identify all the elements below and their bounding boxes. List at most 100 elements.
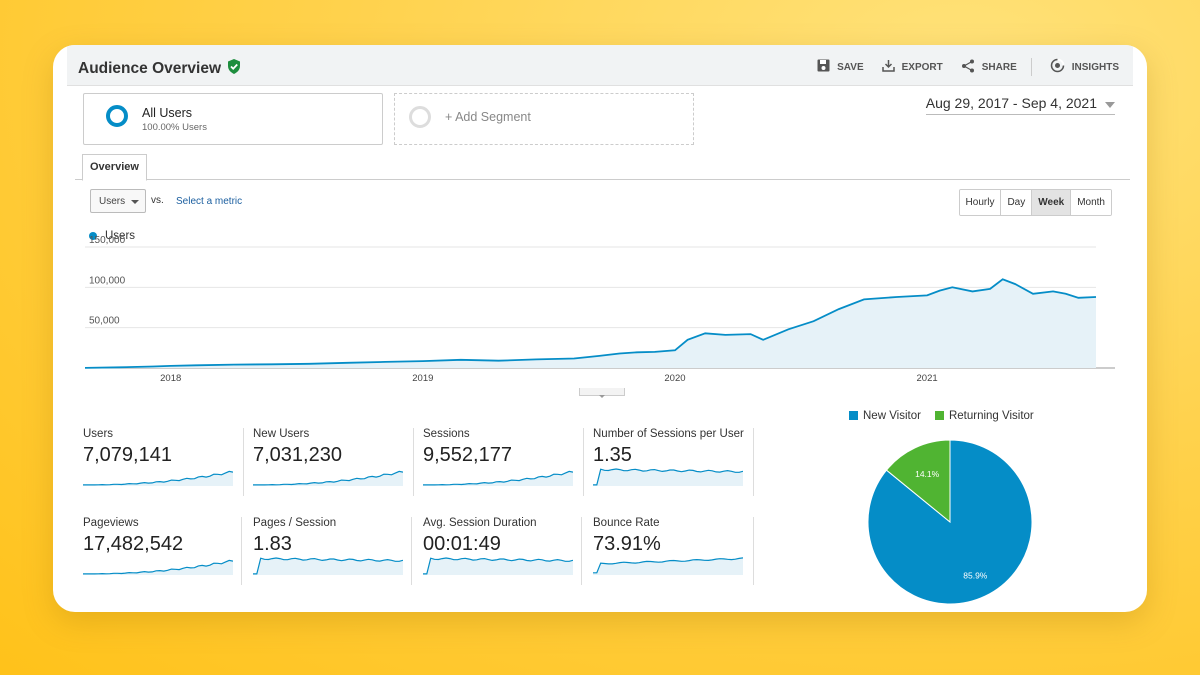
sparkline-area [423, 558, 573, 575]
save-button[interactable]: SAVE [817, 59, 864, 75]
audience-overview-card: Audience Overview SAVE EXPORT [53, 45, 1147, 612]
sparkline-line [83, 559, 233, 575]
granularity-hourly-button[interactable]: Hourly [959, 190, 1001, 215]
metric-value: 1.83 [253, 533, 292, 555]
metric-label: Sessions [423, 428, 470, 440]
metric-value: 73.91% [593, 533, 661, 555]
vs-label: vs. [151, 195, 164, 206]
metric-label: Bounce Rate [593, 517, 660, 529]
metric-sparkline [593, 468, 743, 486]
metric-sparkline [253, 557, 403, 575]
metric-tile-new-users[interactable]: New Users 7,031,230 [253, 428, 423, 510]
tab-overview[interactable]: Overview [82, 154, 147, 181]
y-tick-label: 50,000 [89, 316, 120, 327]
metric-tile-sessions[interactable]: Sessions 9,552,177 [423, 428, 593, 510]
date-range-picker[interactable]: Aug 29, 2017 - Sep 4, 2021 [925, 95, 1115, 115]
tile-divider [581, 517, 582, 585]
chart-legend: Users [89, 230, 135, 242]
metric-label: Number of Sessions per User [593, 428, 744, 440]
granularity-toggle: Hourly Day Week Month [958, 189, 1112, 216]
granularity-month-button[interactable]: Month [1070, 190, 1111, 215]
metric-tile-bounce-rate[interactable]: Bounce Rate 73.91% [593, 517, 763, 599]
sparkline-line [423, 470, 573, 486]
sparkline-area [83, 560, 233, 575]
page-title: Audience Overview [78, 59, 241, 79]
sparkline-area [593, 469, 743, 486]
metric-sparkline [593, 557, 743, 575]
metric-tile-number-of-sessions-per-user[interactable]: Number of Sessions per User 1.35 [593, 428, 763, 510]
metric-label: New Users [253, 428, 310, 440]
export-button[interactable]: EXPORT [881, 59, 943, 75]
tile-divider [411, 517, 412, 585]
tile-divider [753, 428, 754, 496]
series-line-users [84, 278, 1097, 369]
segment-color-indicator [106, 105, 128, 127]
metric-label: Pages / Session [253, 517, 337, 529]
sparkline-line [593, 557, 743, 574]
legend-swatch [849, 411, 858, 420]
metric-value: 17,482,542 [83, 533, 184, 555]
metric-sparkline [423, 470, 573, 486]
sparkline-line [83, 470, 233, 486]
x-tick-label: 2019 [412, 373, 433, 384]
series-area-users [85, 279, 1096, 368]
chevron-down-icon [1105, 95, 1115, 111]
legend-dot-users [89, 232, 97, 240]
metric-value: 7,079,141 [83, 444, 172, 466]
granularity-week-button[interactable]: Week [1031, 190, 1071, 215]
metric-sparkline [83, 559, 233, 575]
metric-tile-pageviews[interactable]: Pageviews 17,482,542 [83, 517, 253, 599]
metric-sparkline [253, 470, 403, 486]
report-toolbar: Audience Overview SAVE EXPORT [67, 45, 1133, 86]
pie-legend: New Visitor Returning Visitor [849, 410, 1034, 422]
verified-shield-icon [227, 59, 241, 79]
y-tick-label: 150,000 [89, 235, 126, 246]
legend-returning-visitor: Returning Visitor [934, 410, 1034, 422]
tile-divider [413, 428, 414, 496]
legend-swatch [934, 411, 944, 420]
share-icon [961, 59, 975, 76]
share-button[interactable]: SHARE [961, 59, 1017, 76]
chart-resize-handle[interactable] [579, 388, 625, 398]
legend-new-visitor: New Visitor [849, 410, 921, 422]
tile-divider [753, 517, 754, 585]
users-line-chart: 150,000 100,000 50,000 2018 2019 2020 2021 [84, 235, 1115, 384]
insights-button[interactable]: INSIGHTS [1050, 58, 1119, 76]
insights-icon [1050, 58, 1065, 76]
metric-value: 00:01:49 [423, 533, 501, 555]
sparkline-area [593, 557, 743, 575]
metric-label: Avg. Session Duration [423, 517, 537, 529]
toolbar-divider [1030, 58, 1032, 76]
sparkline-area [83, 471, 233, 486]
metric-tile-users[interactable]: Users 7,079,141 [83, 428, 253, 510]
select-metric-link[interactable]: Select a metric [176, 196, 243, 207]
tile-divider [241, 517, 242, 585]
metric-label: Users [83, 428, 114, 440]
sparkline-area [423, 471, 573, 486]
caret-down-icon [131, 200, 139, 204]
add-segment-button[interactable]: + Add Segment [394, 93, 694, 145]
metric-tile-avg-session-duration[interactable]: Avg. Session Duration 00:01:49 [423, 517, 593, 599]
granularity-day-button[interactable]: Day [1000, 190, 1032, 215]
sparkline-line [593, 468, 743, 486]
metric-value: 9,552,177 [423, 444, 512, 466]
x-tick-label: 2018 [160, 373, 181, 384]
segment-all-users[interactable]: All Users 100.00% Users [83, 93, 383, 145]
save-icon [817, 59, 830, 75]
metric-sparkline [83, 470, 233, 486]
x-tick-label: 2020 [664, 373, 685, 384]
sparkline-line [423, 557, 573, 575]
sparkline-line [253, 557, 403, 575]
metric-sparkline [423, 557, 573, 575]
export-icon [881, 59, 895, 75]
sparkline-line [253, 470, 403, 486]
metric-value: 7,031,230 [253, 444, 342, 466]
sparkline-area [253, 471, 403, 486]
metric-tile-pages-session[interactable]: Pages / Session 1.83 [253, 517, 423, 599]
tile-divider [243, 428, 244, 496]
tab-divider [75, 179, 1130, 180]
metric-value: 1.35 [593, 444, 632, 466]
sparkline-area [253, 558, 403, 575]
x-tick-label: 2021 [917, 373, 938, 384]
metric-dropdown[interactable]: Users [90, 189, 146, 213]
